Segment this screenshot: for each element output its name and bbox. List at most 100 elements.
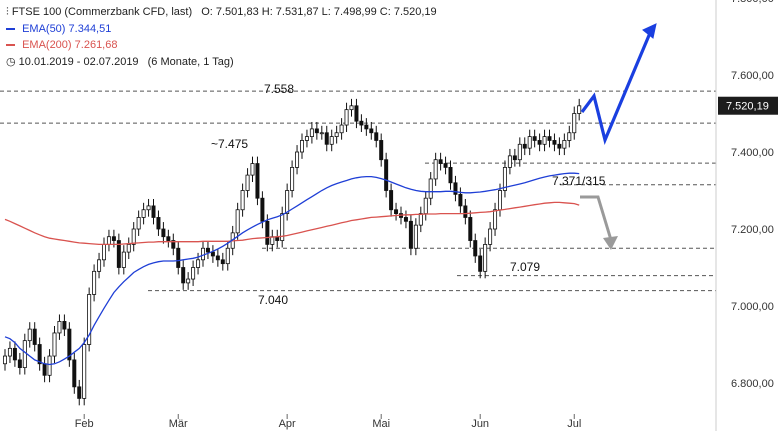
candle — [37, 337, 42, 371]
candle-body — [72, 359, 77, 388]
ema200-swatch — [6, 44, 15, 47]
ema50-swatch — [6, 28, 15, 31]
candle-body — [428, 178, 433, 199]
ema50-label: EMA(50) — [22, 23, 66, 35]
candle-body — [111, 236, 116, 241]
candle — [191, 260, 196, 286]
candle — [522, 137, 527, 156]
candle — [478, 249, 483, 279]
candle-body — [309, 128, 314, 137]
candle — [379, 133, 384, 167]
candle — [290, 160, 295, 198]
candle-body — [141, 209, 146, 218]
candle — [433, 152, 438, 186]
candle-body — [319, 132, 324, 135]
candle — [52, 326, 57, 363]
chart-header-title-row: ⫶ FTSE 100 (Commerzbank CFD, last) O: 7.… — [6, 6, 437, 19]
candle-body — [156, 217, 161, 230]
level-label: 7.371/315 — [552, 174, 606, 188]
candlestick-icon: ⫶ — [6, 6, 9, 18]
candle-body — [92, 270, 97, 295]
candle — [87, 287, 92, 352]
candle — [131, 222, 136, 252]
x-tick-label: Apr — [279, 418, 296, 430]
level-annotations: 7.558 ~7.475 7.371/315 7.079 7.040 — [211, 82, 606, 307]
candle — [235, 202, 240, 240]
candle — [547, 129, 552, 148]
candle — [557, 137, 562, 156]
level-label: 7.079 — [510, 260, 540, 274]
candle — [319, 125, 324, 140]
candle-body — [557, 143, 562, 149]
candle — [304, 129, 309, 148]
candle — [146, 198, 151, 217]
y-tick-label: 7.400,00 — [731, 147, 774, 159]
candle — [67, 322, 72, 367]
clock-icon: ◷ — [6, 56, 16, 68]
candle-body — [329, 136, 334, 145]
candle — [413, 218, 418, 256]
candle — [161, 222, 166, 244]
level-label: ~7.475 — [211, 137, 248, 151]
candle — [126, 237, 131, 260]
candle — [151, 198, 156, 225]
candle-body — [369, 128, 374, 134]
horizontal-levels — [0, 90, 716, 292]
candle-body — [497, 190, 502, 211]
candle-body — [62, 320, 67, 330]
candle-body — [448, 166, 453, 184]
candles — [3, 98, 582, 406]
candle-body — [270, 236, 275, 245]
candle — [408, 214, 413, 256]
candle — [418, 206, 423, 233]
candle — [572, 106, 577, 140]
candle — [369, 121, 374, 140]
candle-body — [47, 355, 52, 376]
date-range-detail: (6 Monate, 1 Tag) — [147, 56, 234, 68]
candle — [136, 210, 141, 236]
candle-body — [106, 236, 111, 245]
candle — [577, 98, 582, 121]
scenario-arrows — [580, 23, 657, 250]
date-range: 10.01.2019 - 02.07.2019 — [18, 56, 139, 68]
candle-body — [314, 128, 319, 134]
candle-body — [121, 251, 126, 268]
x-tick-label: Jun — [471, 418, 489, 430]
last-price-box — [718, 96, 778, 115]
candle-body — [82, 344, 87, 399]
ema50-line — [4, 172, 580, 366]
candle-body — [295, 151, 300, 168]
candle — [32, 322, 37, 352]
candle-body — [290, 166, 295, 191]
candle — [42, 356, 47, 383]
candle-body — [205, 247, 210, 253]
candle-body — [463, 205, 468, 218]
candle — [354, 98, 359, 129]
candle — [428, 172, 433, 206]
candle — [364, 118, 369, 136]
candle-body — [235, 209, 240, 234]
bullish-arrowhead — [642, 23, 657, 39]
candle-body — [473, 240, 478, 257]
candle — [339, 118, 344, 140]
y-tick-label: 7.800,00 — [731, 0, 774, 5]
candle — [314, 121, 319, 140]
candle-body — [27, 328, 32, 342]
candle — [92, 264, 97, 302]
candle-body — [384, 159, 389, 191]
candle — [334, 125, 339, 144]
candle — [250, 156, 255, 183]
candle-body — [255, 163, 260, 199]
candle — [463, 198, 468, 225]
candle-body — [423, 197, 428, 214]
candle-body — [131, 228, 136, 245]
candle-body — [324, 132, 329, 145]
candle — [171, 233, 176, 256]
candle-body — [577, 105, 582, 114]
ema200-label: EMA(200) — [22, 39, 72, 51]
candle-body — [339, 124, 344, 134]
candle-body — [171, 240, 176, 249]
x-tick-label: Mär — [169, 418, 188, 430]
candle — [324, 125, 329, 152]
